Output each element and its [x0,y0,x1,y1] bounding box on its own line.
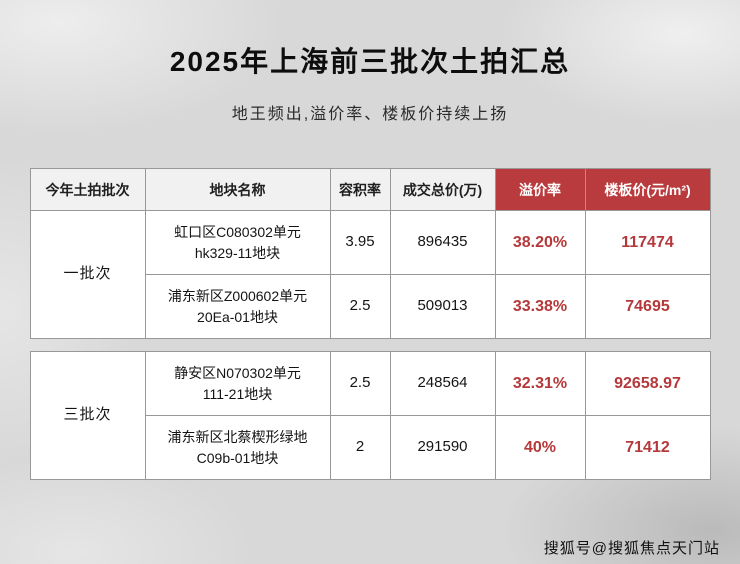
land-auction-table: 今年土拍批次 地块名称 容积率 成交总价(万) 溢价率 楼板价(元/m²) 一批… [29,168,711,480]
cell-premium-rate: 38.20% [495,211,586,275]
plot-name-line2: 111-21地块 [202,385,273,402]
cell-plot-name: 静安区N070302单元 111-21地块 [145,352,331,416]
watermark-text: 搜狐号@搜狐焦点天门站 [543,540,720,557]
batch-group-third: 三批次 静安区N070302单元 111-21地块 2.5 248564 32.… [29,351,711,480]
cell-floor-price: 71412 [585,416,711,480]
cell-plot-name: 浦东新区北蔡楔形绿地 C09b-01地块 [145,416,331,480]
header-total-price: 成交总价(万) [390,169,496,211]
cell-floor-price: 117474 [585,211,711,275]
cell-premium-rate: 32.31% [495,352,586,416]
plot-name-line2: C09b-01地块 [196,449,279,466]
cell-far: 3.95 [330,211,391,275]
cell-floor-price: 92658.97 [585,352,711,416]
cell-far: 2 [330,416,391,480]
table-header-row: 今年土拍批次 地块名称 容积率 成交总价(万) 溢价率 楼板价(元/m²) [29,168,711,211]
header-batch: 今年土拍批次 [30,169,146,211]
cell-far: 2.5 [330,275,391,339]
cell-floor-price: 74695 [585,275,711,339]
header-premium-rate: 溢价率 [495,169,586,211]
page-subtitle: 地王频出,溢价率、楼板价持续上扬 [231,106,509,123]
plot-name-line2: hk329-11地块 [194,244,281,261]
cell-plot-name: 浦东新区Z000602单元 20Ea-01地块 [145,275,331,339]
cell-total-price: 509013 [390,275,496,339]
plot-name-line1: 虹口区C080302单元 [174,223,301,240]
plot-name-line1: 浦东新区Z000602单元 [167,287,308,304]
page-title: 2025年上海前三批次土拍汇总 [169,46,571,77]
cell-plot-name: 虹口区C080302单元 hk329-11地块 [145,211,331,275]
cell-far: 2.5 [330,352,391,416]
header-plot-name: 地块名称 [145,169,331,211]
plot-name-line1: 浦东新区北蔡楔形绿地 [167,428,308,445]
plot-name-line2: 20Ea-01地块 [197,308,278,325]
batch-group-first: 一批次 虹口区C080302单元 hk329-11地块 3.95 896435 … [29,211,711,339]
cell-total-price: 291590 [390,416,496,480]
cell-premium-rate: 33.38% [495,275,586,339]
cell-premium-rate: 40% [495,416,586,480]
header-floor-price: 楼板价(元/m²) [585,169,711,211]
plot-name-line1: 静安区N070302单元 [174,364,301,381]
batch-label-third: 三批次 [30,352,146,480]
header-far: 容积率 [330,169,391,211]
group-gap [30,339,711,351]
batch-label-first: 一批次 [30,211,146,339]
cell-total-price: 248564 [390,352,496,416]
cell-total-price: 896435 [390,211,496,275]
